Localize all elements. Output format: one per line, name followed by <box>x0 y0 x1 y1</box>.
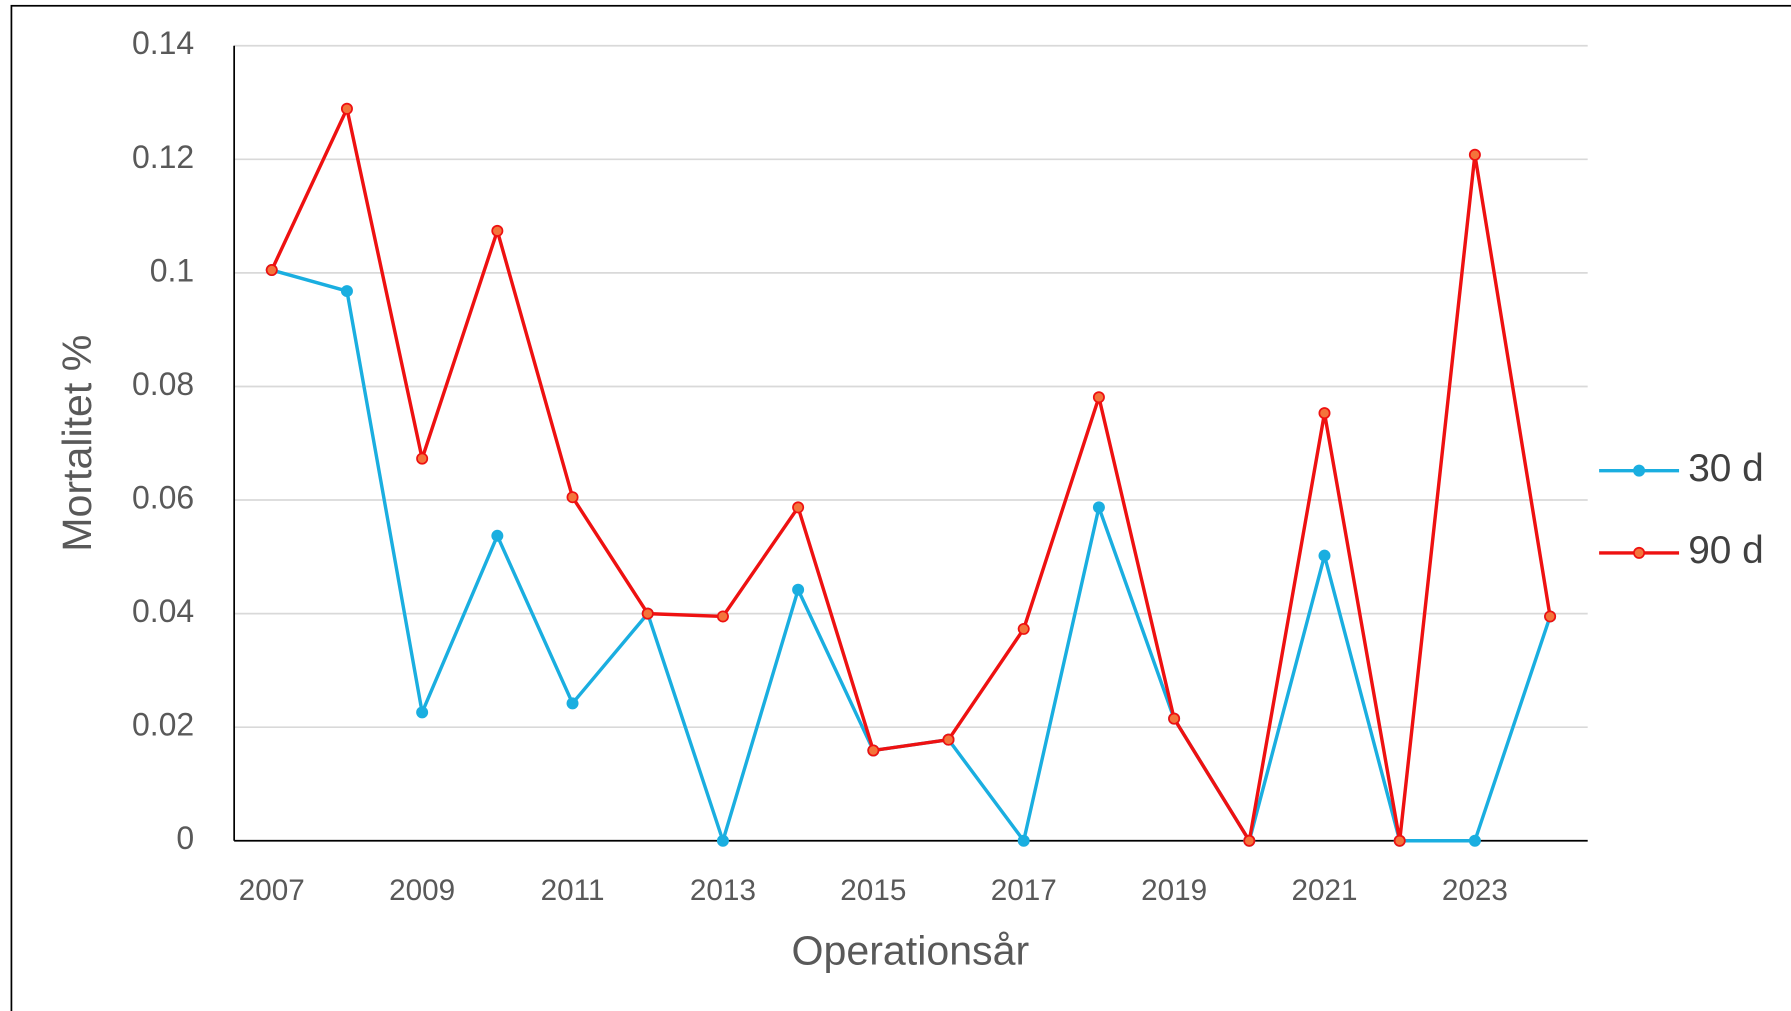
x-tick-label: 2009 <box>389 874 455 907</box>
data-point <box>416 706 429 719</box>
legend-label: 90 d <box>1688 529 1764 572</box>
data-point <box>340 102 353 115</box>
data-point <box>641 607 654 620</box>
y-axis-title: Mortalitet % <box>54 335 100 552</box>
data-point <box>1318 549 1331 562</box>
data-point <box>491 529 504 542</box>
data-point <box>566 491 579 504</box>
data-point <box>1168 712 1181 725</box>
data-point <box>566 697 579 710</box>
data-point <box>340 285 353 298</box>
x-tick-label: 2023 <box>1442 874 1508 907</box>
y-tick-label: 0.12 <box>132 139 194 175</box>
legend-label: 30 d <box>1688 447 1764 490</box>
y-tick-label: 0.02 <box>132 707 194 743</box>
data-point <box>1017 622 1030 635</box>
x-tick-label: 2019 <box>1141 874 1207 907</box>
y-tick-label: 0.06 <box>132 479 194 515</box>
x-tick-label: 2021 <box>1291 874 1357 907</box>
x-tick-label: 2007 <box>239 874 305 907</box>
data-point <box>1092 391 1105 404</box>
legend-marker <box>1633 464 1646 477</box>
x-tick-label: 2017 <box>991 874 1057 907</box>
data-point <box>1393 834 1406 847</box>
data-point <box>1092 501 1105 514</box>
data-point <box>265 264 278 277</box>
data-point <box>792 583 805 596</box>
data-point <box>491 224 504 237</box>
y-tick-label: 0.1 <box>150 252 194 288</box>
data-point <box>1318 407 1331 420</box>
series-line <box>271 268 1552 843</box>
chart-border <box>10 4 1791 1011</box>
x-axis-title: Operationsår <box>792 928 1030 974</box>
data-point <box>1468 834 1481 847</box>
data-point <box>416 452 429 465</box>
legend-marker <box>1633 546 1646 559</box>
data-point <box>1544 610 1557 623</box>
data-point <box>716 610 729 623</box>
y-tick-label: 0.08 <box>132 366 194 402</box>
x-tick-label: 2013 <box>690 874 756 907</box>
data-point <box>1468 148 1481 161</box>
data-point <box>942 733 955 746</box>
x-tick-label: 2015 <box>840 874 906 907</box>
data-point <box>1017 834 1030 847</box>
series-line <box>270 107 1552 843</box>
data-point <box>867 744 880 757</box>
data-point <box>1243 834 1256 847</box>
y-tick-label: 0.14 <box>132 25 194 61</box>
data-point <box>716 834 729 847</box>
data-point <box>792 501 805 514</box>
y-tick-label: 0 <box>176 820 194 856</box>
x-tick-label: 2011 <box>541 874 605 907</box>
y-tick-label: 0.04 <box>132 593 194 629</box>
